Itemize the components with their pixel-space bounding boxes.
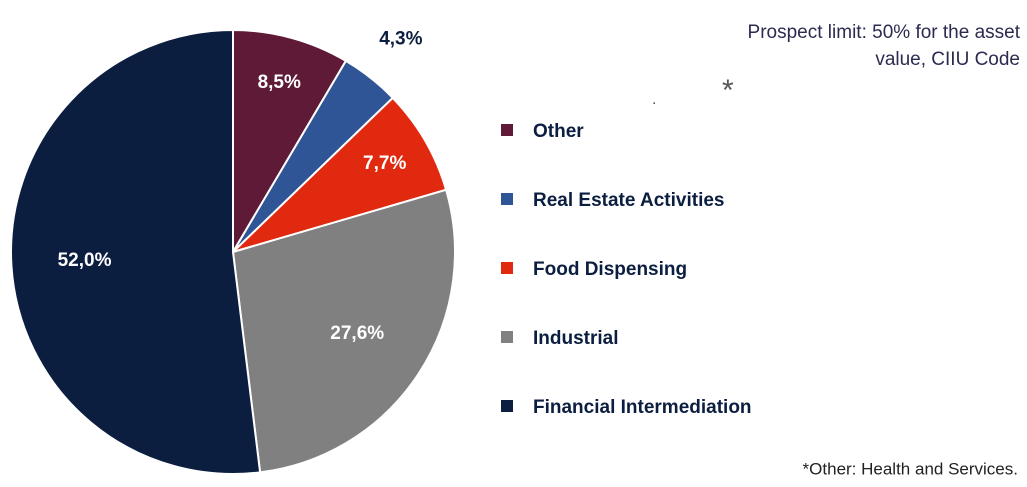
legend-swatch bbox=[501, 400, 513, 412]
data-label: 27,6% bbox=[330, 323, 384, 344]
pie-slice bbox=[232, 28, 348, 256]
pie-slice bbox=[10, 28, 262, 475]
legend-label: Food Dispensing bbox=[533, 259, 687, 280]
legend-label: Other bbox=[533, 121, 584, 142]
annotation: * bbox=[722, 74, 734, 107]
legend-swatch bbox=[501, 262, 513, 274]
legend-label: Financial Intermediation bbox=[533, 397, 752, 418]
legend-swatch bbox=[501, 193, 513, 205]
legend-label: Industrial bbox=[533, 328, 619, 349]
data-label: 8,5% bbox=[258, 72, 301, 93]
legend-label: Real Estate Activities bbox=[533, 190, 725, 211]
pie-slice bbox=[232, 96, 448, 253]
annotation: . bbox=[652, 91, 656, 108]
legend-swatch bbox=[501, 124, 513, 136]
data-label: 52,0% bbox=[58, 250, 112, 271]
pie-slice bbox=[231, 188, 456, 474]
legend-swatch bbox=[501, 331, 513, 343]
chart-title: Prospect limit: 50% for the asset value, … bbox=[748, 22, 1021, 70]
data-label: 7,7% bbox=[363, 153, 406, 174]
footnote: *Other: Health and Services. bbox=[803, 459, 1018, 478]
data-label: 4,3% bbox=[379, 28, 422, 49]
